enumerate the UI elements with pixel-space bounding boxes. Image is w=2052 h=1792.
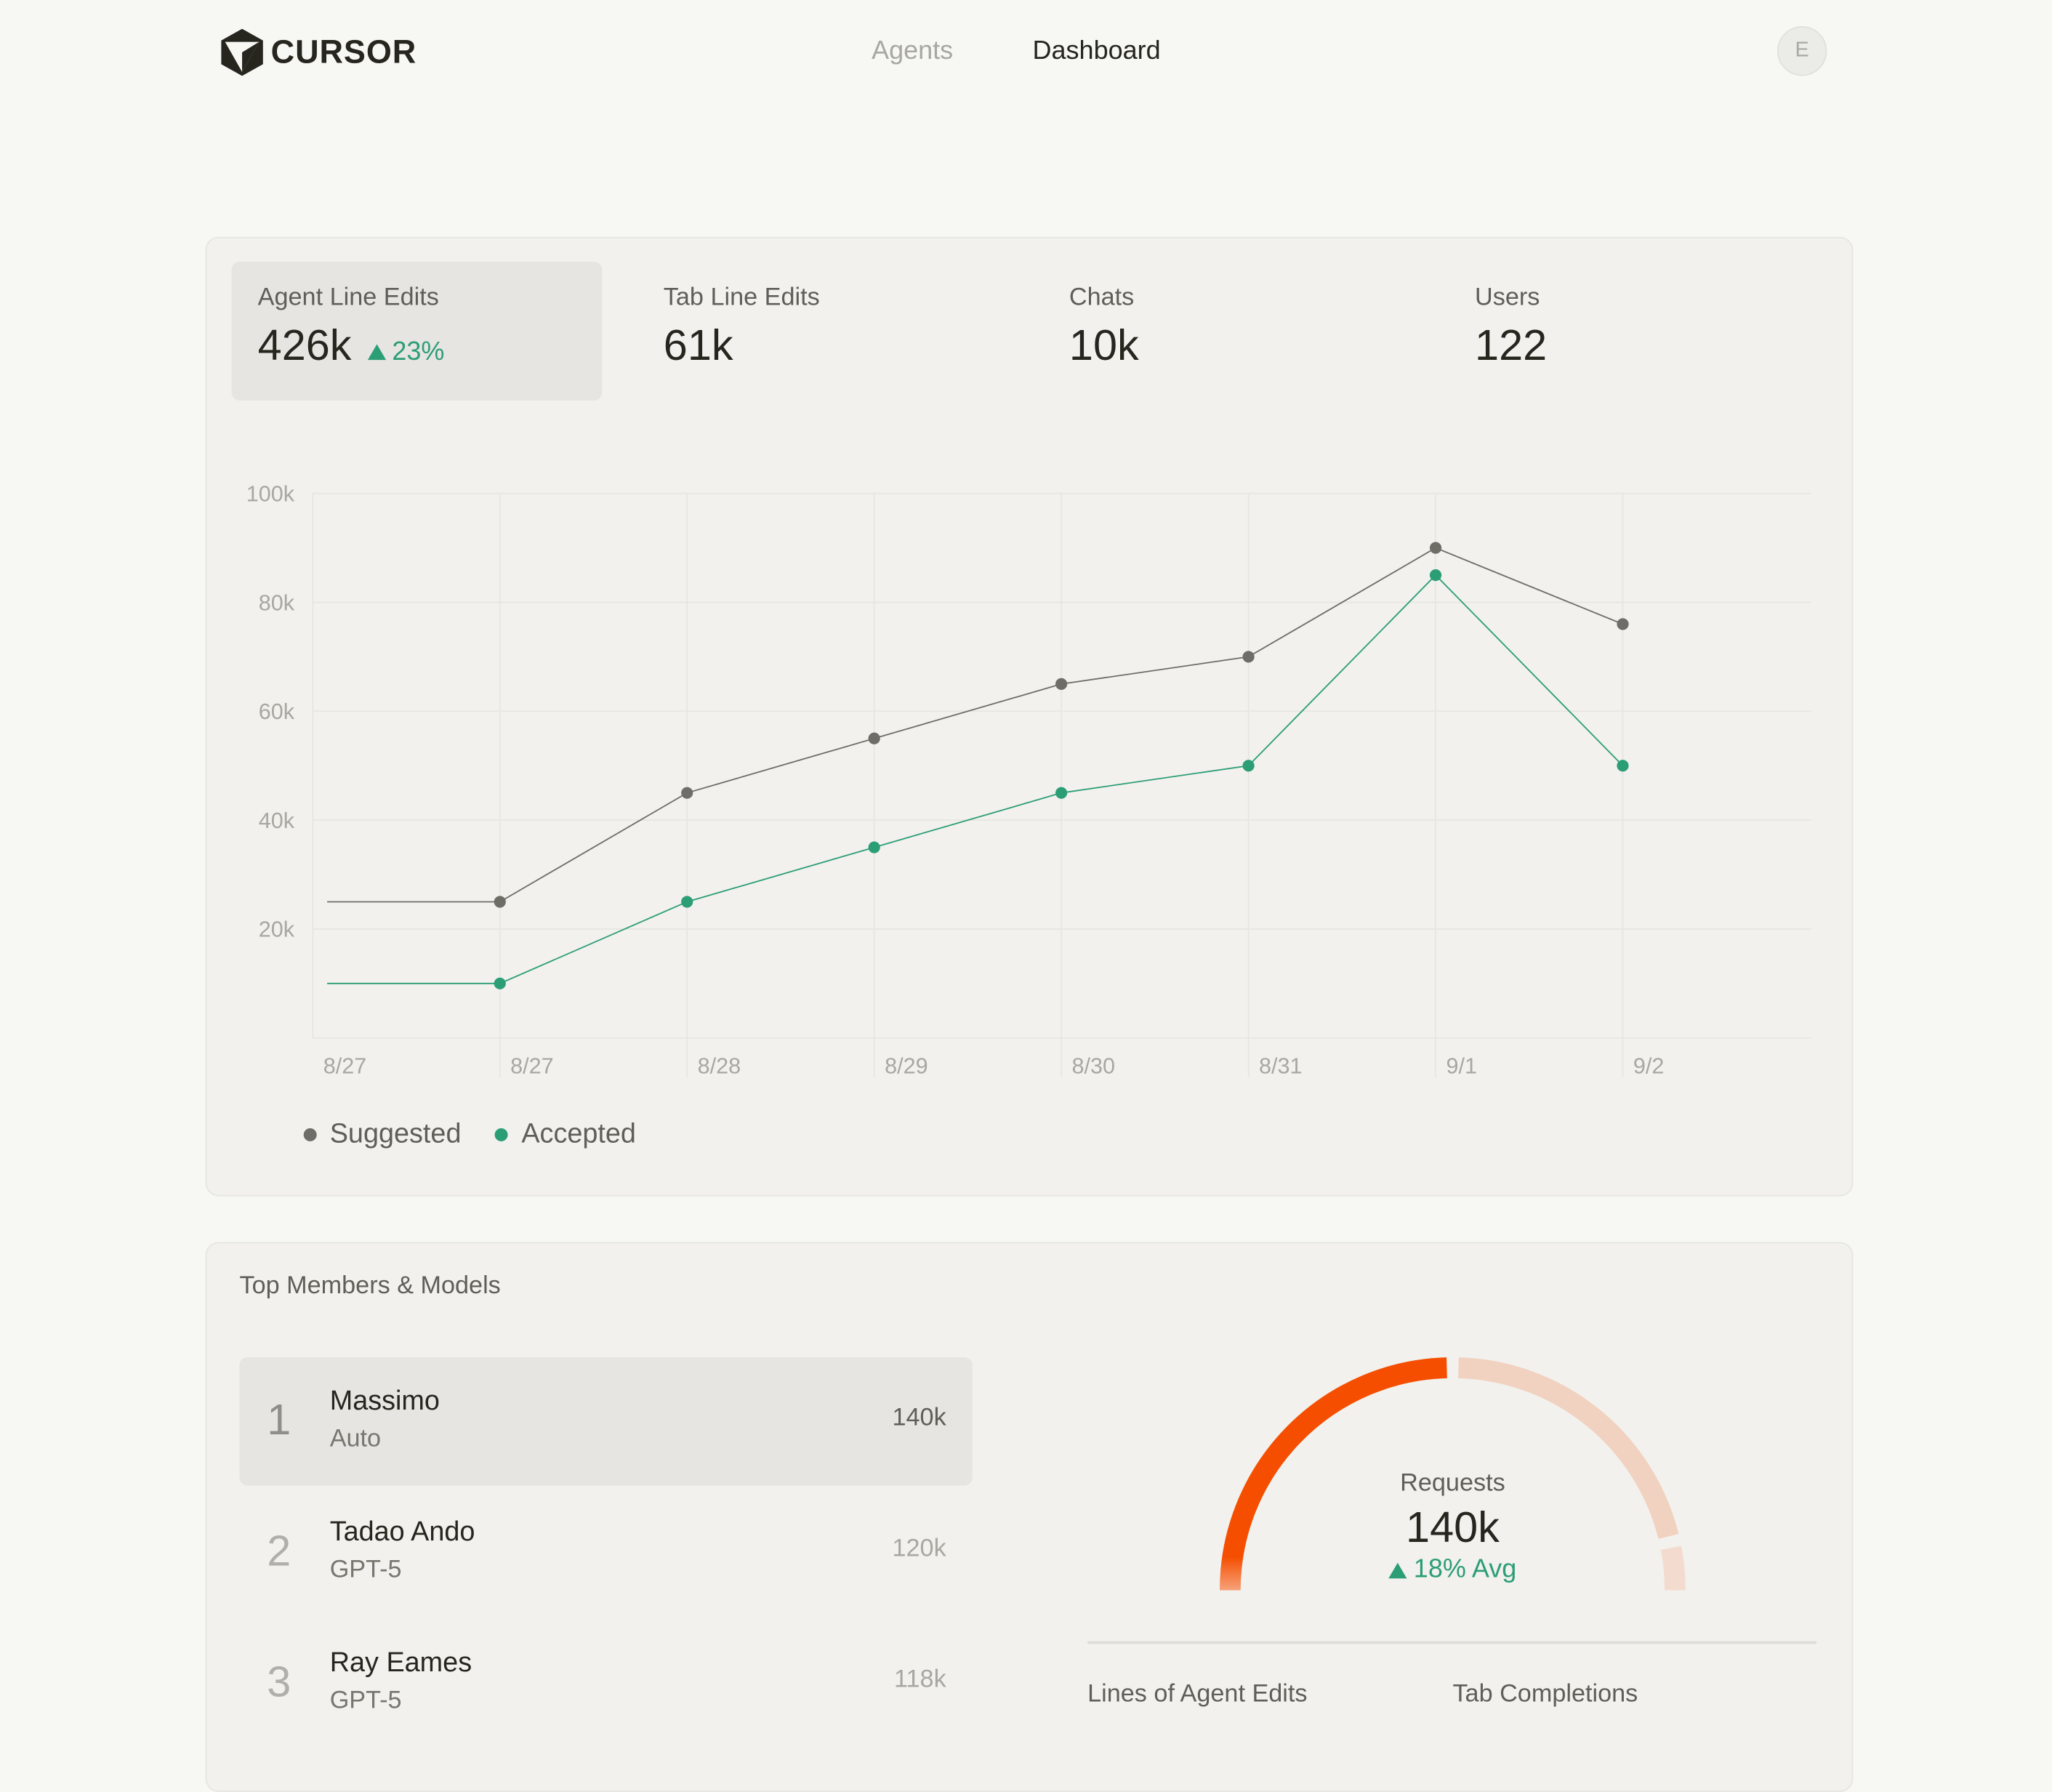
member-name: Ray Eames xyxy=(329,1647,472,1679)
stat-delta: 23% xyxy=(367,337,444,367)
y-tick-label: 80k xyxy=(259,590,295,615)
x-tick-label: 8/27 xyxy=(510,1053,554,1078)
data-point-suggested xyxy=(681,787,693,799)
member-row[interactable]: 1 Massimo Auto 140k xyxy=(239,1357,973,1486)
stat-agent-line-edits[interactable]: Agent Line Edits 426k 23% xyxy=(231,262,603,401)
stat-value: 122 xyxy=(1475,321,1548,369)
stat-label: Agent Line Edits xyxy=(257,284,439,312)
model-name: Auto xyxy=(329,1425,382,1453)
data-point-suggested xyxy=(1617,618,1629,630)
divider xyxy=(1087,1641,1816,1644)
legend-dot xyxy=(303,1128,317,1142)
stat-tab-line-edits[interactable]: Tab Line Edits 61k xyxy=(637,262,1008,401)
series-line-accepted xyxy=(327,574,1624,984)
metric-label: Lines of Agent Edits xyxy=(1087,1680,1308,1708)
legend-label: Accepted xyxy=(521,1119,636,1149)
stat-label: Chats xyxy=(1069,284,1135,312)
delta-text: 23% xyxy=(392,337,445,366)
data-point-suggested xyxy=(868,732,880,744)
member-row[interactable]: 3 Ray Eames GPT-5 118k xyxy=(239,1619,972,1747)
member-name: Massimo xyxy=(329,1386,440,1417)
legend-dot xyxy=(495,1128,509,1142)
brand-name: CURSOR xyxy=(270,33,417,71)
legend-label: Suggested xyxy=(329,1119,462,1149)
y-tick-label: 100k xyxy=(246,482,295,507)
stat-label: Users xyxy=(1475,284,1540,312)
data-point-accepted xyxy=(494,977,506,989)
x-tick-label: 9/1 xyxy=(1446,1053,1477,1078)
data-point-suggested xyxy=(1429,542,1442,554)
data-point-accepted xyxy=(1429,568,1442,582)
requests-gauge xyxy=(1219,1357,1686,1591)
nav-agents[interactable]: Agents xyxy=(872,36,954,66)
x-tick-label: 9/2 xyxy=(1633,1053,1665,1078)
x-tick-label: 8/30 xyxy=(1072,1053,1116,1078)
legend-suggested[interactable]: Suggested xyxy=(303,1119,462,1150)
chart-legend: Suggested Accepted xyxy=(303,1119,636,1150)
gauge-delta: 18% Avg xyxy=(1321,1555,1583,1585)
nav-dashboard[interactable]: Dashboard xyxy=(1032,36,1161,66)
data-point-accepted xyxy=(868,841,880,853)
gauge-track xyxy=(1458,1357,1679,1539)
data-point-accepted xyxy=(1055,787,1068,799)
data-point-accepted xyxy=(681,896,693,908)
data-point-suggested xyxy=(494,896,506,908)
legend-accepted[interactable]: Accepted xyxy=(495,1119,636,1150)
section-title: Top Members & Models xyxy=(239,1271,501,1300)
model-name: GPT-5 xyxy=(329,1556,402,1584)
member-value: 140k xyxy=(892,1404,946,1432)
data-point-accepted xyxy=(1617,760,1629,772)
member-name: Tadao Ando xyxy=(329,1516,475,1548)
avatar[interactable]: E xyxy=(1777,26,1827,76)
stat-label: Tab Line Edits xyxy=(663,284,820,312)
stat-value: 10k xyxy=(1069,321,1139,369)
cursor-cube-icon xyxy=(221,28,263,76)
rank: 2 xyxy=(267,1526,291,1575)
data-point-accepted xyxy=(1242,760,1255,772)
x-tick-label: 8/27 xyxy=(323,1053,367,1078)
data-point-suggested xyxy=(1055,678,1068,690)
y-tick-label: 20k xyxy=(259,917,295,942)
data-point-suggested xyxy=(1242,651,1255,663)
member-value: 118k xyxy=(894,1666,946,1694)
model-name: GPT-5 xyxy=(329,1687,402,1715)
line-chart: 20k 40k 60k 80k 100k 8/27 8/27 8/28 8/29 8/30 8/31… xyxy=(246,482,1811,1078)
x-tick-label: 8/28 xyxy=(698,1053,741,1078)
delta-text: 18% Avg xyxy=(1413,1554,1517,1584)
up-triangle-icon xyxy=(1388,1562,1407,1578)
gauge-center: Requests 140k 18% Avg xyxy=(1321,1470,1583,1585)
top-members-card xyxy=(205,1242,1854,1792)
gauge-fill xyxy=(1219,1357,1447,1591)
metric-label: Tab Completions xyxy=(1452,1680,1638,1708)
gauge-value: 140k xyxy=(1406,1502,1500,1551)
x-tick-label: 8/31 xyxy=(1259,1053,1303,1078)
up-triangle-icon xyxy=(367,344,386,361)
series-line-suggested xyxy=(327,547,1623,903)
rank: 1 xyxy=(267,1395,291,1444)
member-value: 120k xyxy=(892,1535,946,1563)
stat-users[interactable]: Users 122 xyxy=(1449,262,1819,401)
y-tick-label: 60k xyxy=(259,699,295,724)
stat-chats[interactable]: Chats 10k xyxy=(1043,262,1414,401)
gauge-label: Requests xyxy=(1400,1469,1505,1498)
brand-logo[interactable]: CURSOR xyxy=(221,28,417,76)
gauge-track-end xyxy=(1660,1546,1686,1591)
x-tick-label: 8/29 xyxy=(885,1053,928,1078)
member-row[interactable]: 2 Tadao Ando GPT-5 120k xyxy=(239,1488,972,1616)
rank: 3 xyxy=(267,1657,291,1705)
y-tick-label: 40k xyxy=(259,808,295,833)
stat-value: 426k xyxy=(257,321,352,369)
stat-value: 61k xyxy=(663,321,733,369)
